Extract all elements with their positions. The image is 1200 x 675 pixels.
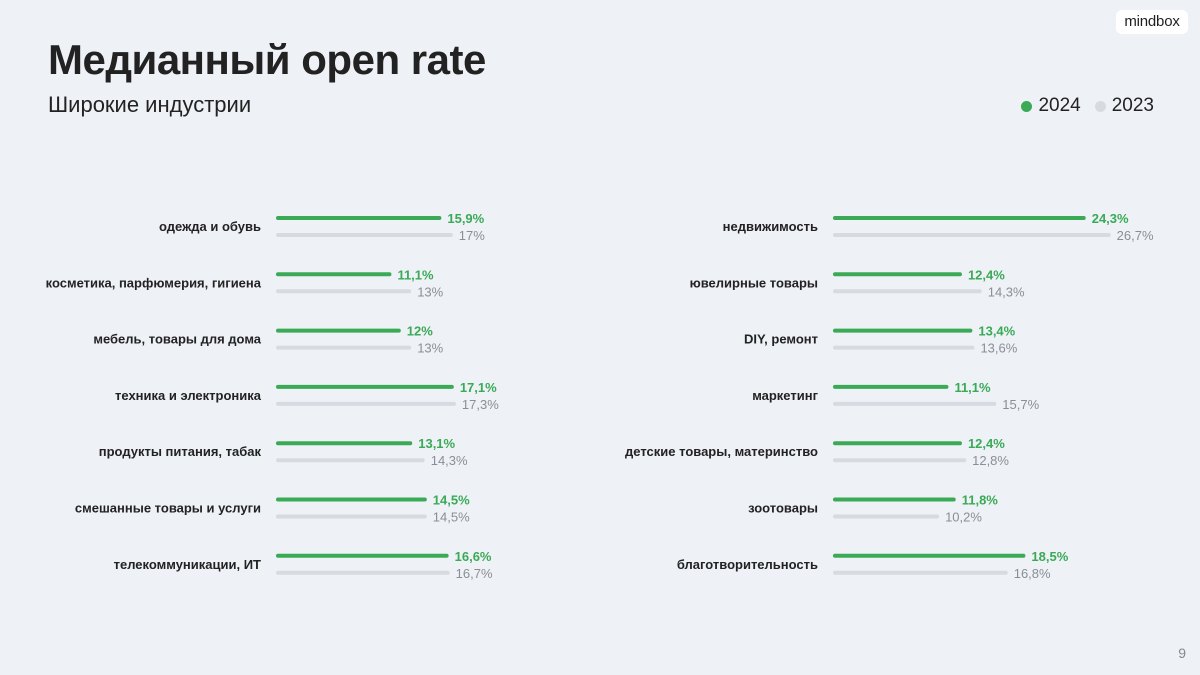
bar-2024	[833, 441, 962, 446]
data-label-2023: 13,6%	[980, 341, 1017, 356]
bar-2023	[276, 458, 425, 463]
data-label-2024: 18,5%	[1031, 549, 1068, 564]
bar-2024	[833, 384, 949, 389]
data-label-2024: 13,1%	[418, 436, 455, 451]
legend-item-2023: 2023	[1094, 95, 1154, 117]
data-label-2023: 16,7%	[456, 566, 493, 581]
data-label-2023: 14,5%	[433, 510, 470, 525]
chart-panel-2: недвижимость 24,3% 26,7% ювелирные товары 12…	[625, 211, 1154, 581]
data-label-2023: 14,3%	[988, 284, 1025, 299]
data-label-2024: 12%	[407, 324, 433, 339]
category-label: ювелирные товары	[690, 275, 818, 290]
data-label-2024: 15,9%	[447, 211, 484, 226]
bar-2024	[833, 328, 973, 333]
bar-2023	[276, 289, 412, 294]
data-label-2023: 17%	[459, 228, 485, 243]
bar-2024	[833, 497, 956, 502]
bar-2024	[276, 272, 392, 277]
bar-2024	[276, 216, 442, 220]
page-number: 9	[1178, 645, 1186, 661]
data-label-2024: 14,5%	[433, 493, 470, 508]
data-label-2024: 16,6%	[455, 549, 492, 564]
page-title: Медианный open rate	[48, 36, 486, 83]
legend-label-2024: 2024	[1038, 95, 1081, 116]
bar-2023	[833, 514, 940, 519]
data-label-2024: 12,4%	[968, 267, 1005, 282]
data-label-2024: 11,1%	[954, 380, 991, 395]
bar-2023	[833, 570, 1008, 575]
mindbox-logo: mindbox	[1116, 10, 1188, 34]
bar-2023	[833, 401, 997, 406]
bar-2024	[276, 497, 427, 502]
bar-2023	[276, 345, 412, 350]
bar-2024	[833, 216, 1086, 220]
category-label: благотворительность	[677, 557, 818, 572]
data-label-2024: 11,8%	[962, 493, 999, 508]
bar-2024	[833, 272, 962, 277]
category-label: детские товары, материнство	[625, 444, 818, 459]
bar-2023	[833, 345, 975, 350]
data-label-2024: 12,4%	[968, 436, 1005, 451]
data-label-2023: 14,3%	[431, 453, 468, 468]
data-label-2023: 26,7%	[1117, 228, 1154, 243]
data-label-2023: 12,8%	[972, 453, 1009, 468]
category-label: косметика, парфюмерия, гигиена	[46, 275, 262, 290]
data-label-2024: 13,4%	[978, 324, 1015, 339]
category-label: одежда и обувь	[159, 219, 261, 234]
category-label: DIY, ремонт	[744, 332, 818, 347]
data-label-2023: 16,8%	[1014, 566, 1051, 581]
legend-item-2024: 2024	[1021, 95, 1081, 117]
data-label-2024: 17,1%	[460, 380, 497, 395]
chart-legend: 2024 2023	[1021, 95, 1154, 117]
bar-2024	[833, 553, 1026, 558]
data-label-2023: 13%	[417, 341, 443, 356]
category-label: маркетинг	[752, 388, 818, 403]
bar-2023	[276, 514, 427, 519]
bar-2024	[276, 328, 401, 333]
bar-2024	[276, 384, 454, 389]
bar-2024	[276, 553, 449, 558]
data-label-2023: 10,2%	[945, 510, 982, 525]
category-label: продукты питания, табак	[99, 444, 262, 459]
category-label: недвижимость	[723, 219, 818, 234]
category-label: техника и электроника	[115, 388, 262, 403]
category-label: зоотовары	[748, 501, 818, 516]
data-label-2023: 15,7%	[1002, 397, 1039, 412]
bar-2024	[276, 441, 413, 446]
data-label-2023: 13%	[417, 284, 443, 299]
page-subtitle: Широкие индустрии	[48, 92, 252, 117]
category-label: смешанные товары и услуги	[75, 501, 261, 516]
chart-panel-1: одежда и обувь 15,9% 17% косметика, парфюме…	[46, 211, 500, 581]
bar-2023	[833, 289, 982, 294]
category-label: мебель, товары для дома	[93, 332, 261, 347]
data-label-2024: 11,1%	[397, 267, 434, 282]
bar-2023	[833, 233, 1111, 237]
legend-dot-2023	[1094, 100, 1106, 112]
data-label-2024: 24,3%	[1092, 211, 1129, 226]
category-label: телекоммуникации, ИТ	[114, 557, 261, 572]
bar-2023	[276, 401, 456, 406]
legend-dot-2024	[1021, 100, 1033, 112]
bar-2023	[276, 233, 453, 237]
bar-2023	[276, 570, 450, 575]
bar-2023	[833, 458, 967, 463]
legend-label-2023: 2023	[1111, 95, 1154, 116]
data-label-2023: 17,3%	[462, 397, 499, 412]
